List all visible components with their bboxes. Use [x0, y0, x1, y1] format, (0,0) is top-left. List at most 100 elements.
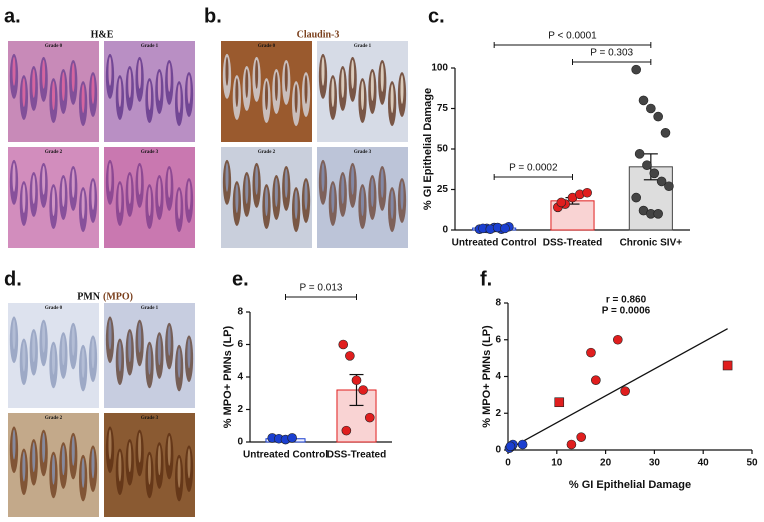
tissue-lumen [42, 59, 46, 89]
tissue-lumen [51, 81, 56, 110]
tissue-lumen [360, 81, 365, 110]
tissue-lumen [32, 68, 36, 98]
tissue-lumen [12, 162, 16, 192]
tissue-lumen [187, 181, 191, 210]
tissue-lumen [321, 162, 325, 192]
tissue-lumen [138, 59, 142, 89]
tissue-lumen [147, 81, 152, 110]
tissue-lumen [147, 344, 152, 375]
tissue-lumen [51, 454, 56, 485]
tissue-lumen [108, 162, 112, 192]
tissue-lumen [32, 332, 36, 363]
tissue-lumen [128, 332, 132, 363]
tissue-lumen [118, 184, 122, 213]
x-tick-label: Untreated Control [452, 238, 537, 249]
tissue-lumen [61, 178, 65, 207]
tissue-lumen [331, 78, 335, 107]
tissue-lumen [177, 347, 181, 378]
p-value: P < 0.0001 [548, 31, 597, 42]
tissue-lumen [128, 174, 132, 204]
x-tick-label: 40 [698, 458, 710, 469]
tissue-lumen [294, 190, 298, 219]
tissue-lumen [51, 344, 56, 375]
tissue-lumen [390, 84, 394, 113]
data-point [612, 334, 623, 345]
tissue-lumen [321, 56, 325, 86]
tissue-lumen [400, 181, 404, 210]
tissue-lumen [108, 56, 112, 86]
tissue-lumen [81, 84, 85, 113]
grade-label: Grade 3 [354, 150, 372, 155]
tissue-lumen [157, 72, 161, 101]
panel-title: Claudin-3 [297, 29, 340, 40]
tissue-lumen [380, 62, 384, 92]
grade-label: Grade 0 [45, 44, 63, 49]
tissue-lumen [177, 190, 181, 219]
panel-title-stain: (MPO) [103, 291, 133, 302]
tissue-lumen [167, 62, 171, 92]
y-tick-label: 8 [495, 298, 501, 309]
y-tick-label: 6 [495, 334, 501, 345]
x-tick-label: 30 [649, 458, 661, 469]
tissue-lumen [157, 335, 161, 366]
y-tick-label: 4 [495, 371, 501, 382]
tissue-lumen [61, 335, 65, 366]
x-tick-label: 0 [505, 458, 511, 469]
data-point [646, 103, 656, 114]
tissue-lumen [370, 72, 374, 101]
y-tick-label: 0 [237, 437, 243, 448]
tissue-lumen [167, 168, 171, 198]
x-tick-label: Untreated Control [243, 450, 328, 461]
tissue-lumen [81, 457, 85, 488]
tissue-lumen [108, 429, 112, 460]
data-point [582, 187, 592, 198]
annotation: r = 0.860 [606, 295, 647, 306]
data-point [631, 64, 641, 75]
tissue-lumen [147, 454, 152, 485]
data-point [556, 197, 567, 208]
tissue-lumen [71, 62, 75, 92]
tissue-lumen [91, 448, 95, 479]
tissue-lumen [12, 56, 16, 86]
tissue-lumen [61, 72, 65, 101]
y-axis-label: % MPO+ PMNs (LP) [222, 325, 234, 428]
tissue-lumen [81, 190, 85, 219]
p-value: P = 0.0002 [509, 163, 558, 174]
data-point [591, 375, 601, 385]
tissue-lumen [22, 341, 26, 372]
data-point [345, 351, 355, 361]
tissue-lumen [91, 181, 95, 210]
tissue-lumen [187, 75, 191, 104]
tissue-lumen [225, 56, 229, 86]
tissue-lumen [360, 187, 365, 216]
tissue-lumen [157, 445, 161, 476]
data-point [660, 128, 671, 138]
tissue-lumen [304, 75, 308, 104]
tissue-lumen [264, 81, 269, 110]
tissue-lumen [274, 72, 278, 101]
tissue-lumen [245, 68, 249, 98]
tissue-lumen [108, 319, 112, 350]
tissue-lumen [235, 184, 239, 213]
x-tick-label: DSS-Treated [327, 450, 386, 461]
panel-label: a. [4, 5, 21, 27]
data-point [287, 433, 297, 443]
panel-label: b. [204, 5, 222, 27]
grade-label: Grade 3 [141, 416, 159, 421]
tissue-lumen [71, 168, 75, 198]
tissue-lumen [138, 322, 142, 353]
data-point [634, 149, 645, 159]
tissue-lumen [351, 59, 355, 89]
grade-label: Grade 1 [354, 44, 372, 49]
tissue-lumen [390, 190, 394, 219]
tissue-lumen [255, 165, 259, 195]
tissue-lumen [284, 168, 288, 198]
trend-line [510, 328, 728, 449]
tissue-lumen [138, 165, 142, 195]
data-point [664, 181, 674, 192]
tissue-lumen [370, 178, 374, 207]
tissue-lumen [71, 325, 75, 356]
x-tick-label: DSS-Treated [543, 238, 602, 249]
tissue-lumen [245, 174, 249, 204]
